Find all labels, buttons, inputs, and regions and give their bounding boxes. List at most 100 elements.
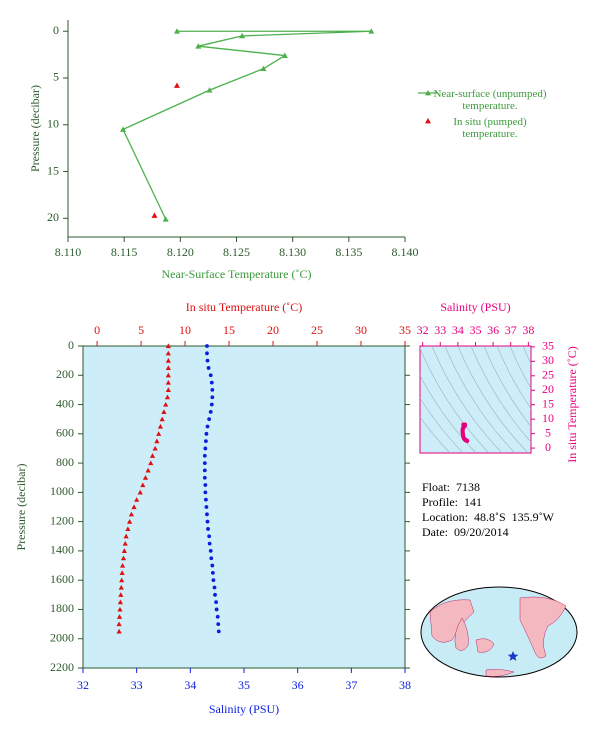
point bbox=[207, 417, 212, 422]
point bbox=[149, 453, 156, 458]
point bbox=[162, 216, 169, 222]
point bbox=[137, 489, 143, 495]
point bbox=[206, 527, 210, 531]
point bbox=[205, 424, 210, 429]
y-tick-label: 30 bbox=[542, 353, 554, 367]
point bbox=[154, 438, 160, 444]
x-tick-label: 32 bbox=[417, 323, 429, 337]
map-inset bbox=[420, 586, 578, 678]
x-tick-label: 35 bbox=[238, 678, 250, 692]
point bbox=[214, 600, 218, 605]
density-contours bbox=[420, 346, 531, 453]
y-tick-label: 20 bbox=[542, 382, 554, 396]
point bbox=[120, 126, 127, 132]
point bbox=[203, 483, 208, 487]
legend-label: In situ (pumped) temperature. bbox=[453, 116, 527, 140]
y-tick-label: 5 bbox=[545, 425, 551, 439]
y-tick-label: 800 bbox=[56, 455, 74, 469]
ts-point bbox=[465, 438, 470, 443]
point bbox=[119, 577, 125, 583]
density-contour bbox=[420, 416, 451, 453]
density-contour bbox=[457, 346, 529, 453]
info-value: 48.8˚S 135.9˚W bbox=[473, 510, 554, 524]
point bbox=[152, 445, 158, 451]
x-tick-label: 8.115 bbox=[111, 245, 138, 259]
y-tick-label: 400 bbox=[56, 396, 74, 410]
point bbox=[128, 511, 134, 517]
point bbox=[159, 416, 165, 422]
point bbox=[131, 504, 137, 510]
x2-tick-label: 0 bbox=[94, 323, 100, 337]
point bbox=[209, 402, 214, 407]
point bbox=[205, 344, 209, 348]
point bbox=[165, 343, 171, 349]
point bbox=[121, 548, 127, 553]
point bbox=[202, 453, 207, 458]
y-tick-label: 10 bbox=[47, 117, 59, 131]
info-label: Location: bbox=[422, 510, 468, 524]
info-label: Profile: bbox=[422, 495, 458, 509]
point bbox=[119, 570, 125, 575]
x-tick-label: 8.135 bbox=[335, 245, 362, 259]
x-axis-title: Near-Surface Temperature (˚C) bbox=[162, 267, 312, 281]
y-tick-label: 2200 bbox=[50, 660, 74, 674]
point bbox=[116, 628, 122, 634]
plot-background bbox=[419, 345, 532, 454]
x2-tick-label: 30 bbox=[355, 323, 367, 337]
x-tick-label: 32 bbox=[77, 678, 89, 692]
info-row: Profile: 141 bbox=[422, 495, 482, 510]
legend-marker bbox=[425, 90, 431, 96]
density-contour bbox=[420, 347, 490, 453]
point bbox=[203, 497, 208, 502]
info-label: Float: bbox=[422, 480, 451, 494]
x2-tick-label: 5 bbox=[138, 323, 144, 337]
x-axis-title: Salinity (PSU) bbox=[440, 300, 510, 314]
point bbox=[118, 592, 124, 597]
y-tick-label: 1000 bbox=[50, 484, 74, 498]
point bbox=[216, 622, 221, 626]
x2-tick-label: 10 bbox=[179, 323, 191, 337]
point bbox=[205, 512, 209, 517]
point bbox=[163, 401, 169, 407]
y-tick-label: 0 bbox=[545, 440, 551, 454]
x-tick-label: 33 bbox=[131, 678, 143, 692]
point bbox=[203, 439, 208, 444]
point bbox=[210, 395, 215, 400]
x-tick-label: 8.130 bbox=[279, 245, 306, 259]
point bbox=[134, 497, 140, 502]
point bbox=[203, 446, 208, 451]
point bbox=[214, 607, 219, 612]
point bbox=[209, 556, 214, 561]
point bbox=[211, 578, 216, 583]
y-tick-label: 5 bbox=[53, 70, 59, 84]
density-contour bbox=[420, 397, 464, 453]
point bbox=[281, 52, 288, 58]
x-tick-label: 8.140 bbox=[392, 245, 419, 259]
point bbox=[122, 540, 128, 546]
point bbox=[173, 82, 180, 88]
info-row: Date: 09/20/2014 bbox=[422, 525, 509, 540]
series-line bbox=[122, 30, 372, 220]
point bbox=[161, 409, 167, 414]
legend-marker bbox=[425, 118, 431, 124]
x-tick-label: 34 bbox=[452, 323, 464, 337]
point bbox=[206, 366, 211, 370]
x-tick-label: 36 bbox=[292, 678, 304, 692]
point bbox=[142, 475, 149, 480]
point bbox=[203, 490, 208, 495]
y-tick-label: 0 bbox=[53, 23, 59, 37]
point bbox=[216, 629, 221, 634]
y-tick-label: 1800 bbox=[50, 601, 74, 615]
y-tick-label: 20 bbox=[47, 210, 59, 224]
point bbox=[208, 549, 213, 553]
point bbox=[117, 599, 123, 605]
point bbox=[208, 409, 213, 414]
point bbox=[260, 65, 267, 72]
x2-tick-label: 35 bbox=[399, 323, 411, 337]
point bbox=[215, 614, 220, 619]
point bbox=[145, 467, 151, 473]
point bbox=[156, 431, 162, 436]
point bbox=[140, 482, 146, 488]
point bbox=[116, 621, 122, 627]
y-tick-label: 10 bbox=[542, 411, 554, 425]
